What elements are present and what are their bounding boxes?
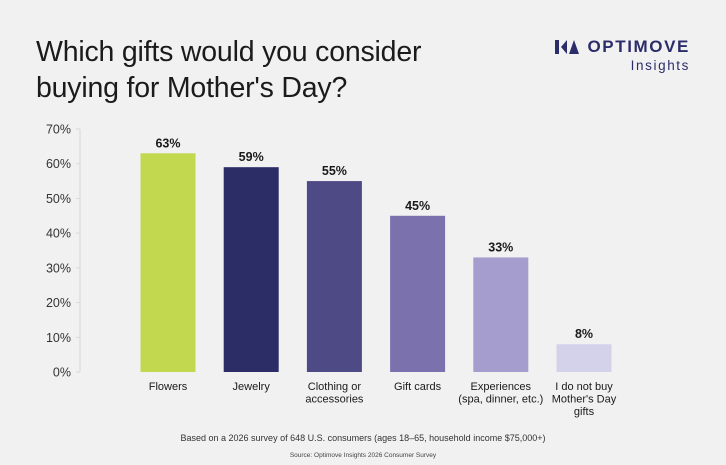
brand-subtitle: Insights bbox=[630, 58, 690, 73]
data-label: 63% bbox=[155, 136, 180, 150]
y-tick-label: 70% bbox=[46, 123, 71, 137]
bar bbox=[473, 257, 529, 372]
brand-logo: OPTIMOVE Insights bbox=[555, 37, 690, 73]
category-label: Gift cards bbox=[394, 381, 442, 393]
category-label: Flowers bbox=[149, 381, 188, 393]
y-tick-label: 0% bbox=[53, 366, 71, 380]
survey-footnote: Based on a 2026 survey of 648 U.S. consu… bbox=[180, 433, 546, 443]
category-label: Clothing or accessories bbox=[305, 381, 364, 406]
bar bbox=[223, 167, 279, 372]
data-label: 59% bbox=[239, 150, 264, 164]
y-tick-label: 40% bbox=[46, 227, 71, 241]
y-tick-label: 30% bbox=[46, 261, 71, 275]
y-tick-label: 50% bbox=[46, 192, 71, 206]
data-label: 8% bbox=[575, 327, 593, 341]
data-label: 33% bbox=[488, 240, 513, 254]
bar bbox=[556, 344, 612, 372]
data-label: 55% bbox=[322, 164, 347, 178]
data-label: 45% bbox=[405, 199, 430, 213]
bar-chart: 0% 10% 20% 30% 40% 50% 60% 70% 63% Flowers 59% Jewe… bbox=[46, 123, 617, 419]
category-label: Experiences (spa, dinner, etc.) bbox=[458, 381, 543, 406]
bar bbox=[390, 215, 446, 372]
bar bbox=[306, 181, 362, 372]
optimove-logo-icon bbox=[555, 40, 580, 54]
category-label: Jewelry bbox=[233, 381, 271, 393]
bar bbox=[140, 153, 196, 372]
chart-title: Which gifts would you consider buying fo… bbox=[36, 36, 422, 104]
category-label: I do not buy Mother's Day gifts bbox=[552, 381, 617, 418]
y-tick-label: 20% bbox=[46, 296, 71, 310]
source-note: Source: Optimove Insights 2026 Consumer … bbox=[289, 452, 437, 459]
y-tick-label: 10% bbox=[46, 331, 71, 345]
brand-name: OPTIMOVE bbox=[587, 37, 690, 56]
y-tick-label: 60% bbox=[46, 157, 71, 171]
